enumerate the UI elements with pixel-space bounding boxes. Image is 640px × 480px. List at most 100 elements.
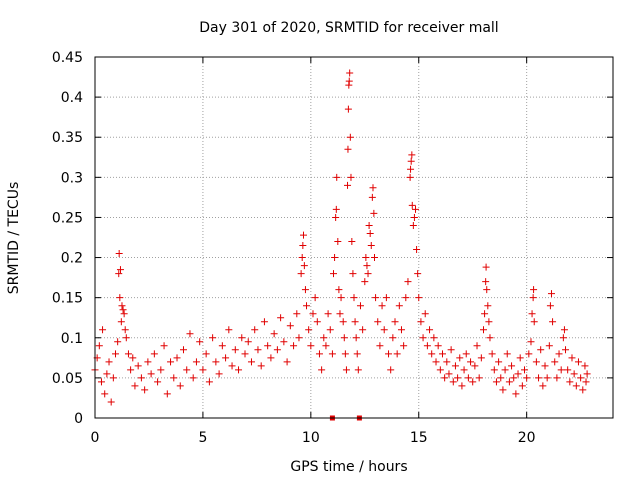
data-point <box>545 342 553 350</box>
data-point <box>127 366 135 374</box>
data-point <box>407 165 415 173</box>
data-point <box>395 302 403 310</box>
data-point <box>370 209 378 217</box>
data-point <box>462 350 470 358</box>
data-point <box>365 221 373 229</box>
data-point <box>409 221 417 229</box>
data-point <box>101 390 109 398</box>
data-point <box>551 358 559 366</box>
data-point <box>361 278 369 286</box>
data-point <box>124 350 132 358</box>
data-point <box>477 354 485 362</box>
data-point <box>518 382 526 390</box>
data-point <box>332 205 340 213</box>
data-point <box>344 181 352 189</box>
data-point <box>451 362 459 370</box>
data-point <box>344 145 352 153</box>
data-point <box>482 278 490 286</box>
data-point <box>410 213 418 221</box>
data-point <box>408 151 416 159</box>
data-point <box>277 314 285 322</box>
y-tick-label: 0.3 <box>61 170 83 186</box>
data-point <box>154 378 162 386</box>
data-point <box>562 346 570 354</box>
data-point <box>369 184 377 192</box>
data-point <box>525 350 533 358</box>
y-tick-label: 0.1 <box>61 331 83 347</box>
data-point <box>512 390 520 398</box>
data-point <box>332 213 340 221</box>
data-point <box>348 238 356 246</box>
data-point <box>352 334 360 342</box>
data-point <box>241 350 249 358</box>
data-point <box>309 310 317 318</box>
data-point <box>344 105 352 113</box>
data-points <box>91 69 591 421</box>
data-point <box>557 366 565 374</box>
data-point <box>456 354 464 362</box>
data-point <box>436 366 444 374</box>
data-point <box>464 374 472 382</box>
data-point <box>192 358 200 366</box>
data-point <box>413 246 421 254</box>
data-point <box>499 386 507 394</box>
data-point <box>340 334 348 342</box>
data-point <box>176 382 184 390</box>
x-tick-label: 20 <box>518 430 536 446</box>
data-point <box>480 326 487 334</box>
data-point <box>116 294 124 302</box>
x-tick-label: 5 <box>198 430 207 446</box>
data-point <box>334 238 342 246</box>
data-point <box>347 173 355 181</box>
data-point <box>414 270 422 278</box>
data-point <box>95 342 103 350</box>
data-point <box>441 374 449 382</box>
y-tick-label: 0.25 <box>52 210 83 226</box>
data-point <box>581 362 589 370</box>
data-point <box>144 358 152 366</box>
data-point <box>342 366 350 374</box>
data-point <box>298 254 306 262</box>
plot-frame <box>94 56 614 419</box>
data-point <box>346 133 354 141</box>
data-point <box>205 378 213 386</box>
data-point <box>421 310 429 318</box>
data-point <box>215 370 223 378</box>
data-point <box>299 242 307 250</box>
data-point <box>173 354 181 362</box>
data-point <box>516 354 524 362</box>
data-point <box>293 310 301 318</box>
data-point <box>549 318 557 326</box>
data-point <box>570 370 578 378</box>
data-point <box>572 382 580 390</box>
data-point <box>137 374 145 382</box>
data-point <box>490 366 498 374</box>
data-point <box>328 350 336 358</box>
data-point <box>475 374 483 382</box>
data-point <box>382 294 390 302</box>
data-point <box>376 342 384 350</box>
data-point <box>362 254 370 262</box>
data-point <box>160 342 168 350</box>
data-point <box>564 366 572 374</box>
data-point <box>218 342 226 350</box>
data-point <box>579 386 587 394</box>
data-point <box>483 286 491 294</box>
data-point <box>407 157 415 165</box>
data-point <box>331 254 339 262</box>
data-point <box>356 302 364 310</box>
data-point <box>134 362 142 370</box>
data-point <box>337 294 345 302</box>
data-point <box>481 310 489 318</box>
data-point <box>397 326 405 334</box>
data-point <box>315 350 323 358</box>
data-point <box>447 346 455 354</box>
data-point <box>467 358 475 366</box>
data-point <box>273 346 281 354</box>
data-point <box>389 334 397 342</box>
data-point <box>378 302 386 310</box>
data-point <box>225 326 233 334</box>
data-point <box>385 350 393 358</box>
data-point <box>497 374 505 382</box>
data-point <box>299 231 307 239</box>
